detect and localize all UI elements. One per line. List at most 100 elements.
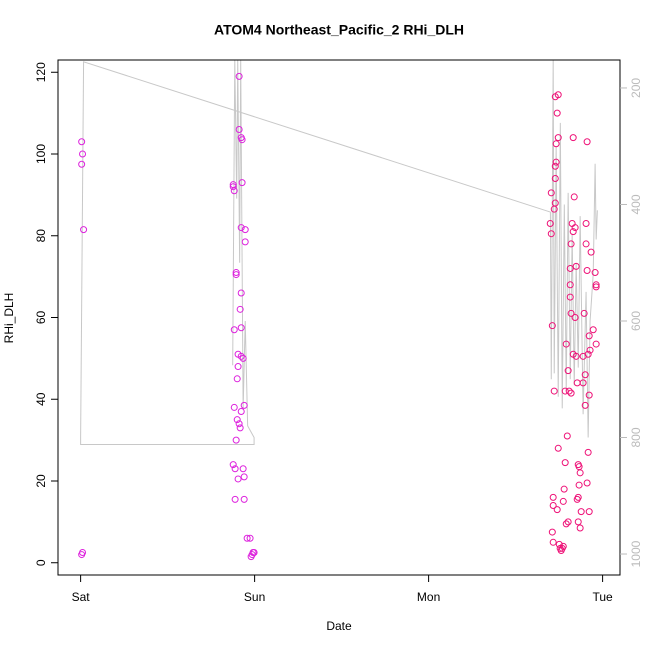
- y2-tick-label: 200: [629, 78, 643, 98]
- data-point: [237, 289, 245, 297]
- data-point: [566, 281, 574, 289]
- data-point: [230, 326, 238, 334]
- data-point: [583, 266, 591, 274]
- data-point: [579, 379, 587, 387]
- data-point: [591, 269, 599, 277]
- data-point: [562, 340, 570, 348]
- y-tick-label: 0: [34, 559, 48, 566]
- data-point: [589, 326, 597, 334]
- data-point: [554, 134, 562, 142]
- y-tick-label: 80: [34, 229, 48, 243]
- data-point: [567, 309, 575, 317]
- data-point: [566, 293, 574, 301]
- data-point: [229, 183, 237, 191]
- data-point: [233, 416, 241, 424]
- data-point: [574, 518, 582, 526]
- y2-tick-label: 400: [629, 194, 643, 214]
- data-point: [552, 140, 560, 148]
- data-point: [233, 375, 241, 383]
- data-point: [551, 175, 559, 183]
- data-point: [580, 309, 588, 317]
- data-point: [237, 324, 245, 332]
- data-point: [560, 485, 568, 493]
- data-point: [232, 269, 240, 277]
- data-point: [570, 193, 578, 201]
- data-point: [236, 424, 244, 432]
- data-point: [232, 271, 240, 279]
- data-point: [564, 367, 572, 375]
- data-point: [581, 401, 589, 409]
- data-point: [231, 465, 239, 473]
- data-point: [546, 219, 554, 227]
- data-point: [577, 508, 585, 516]
- data-point: [566, 264, 574, 272]
- data-point: [239, 465, 247, 473]
- data-point: [592, 283, 600, 291]
- data-point: [549, 502, 557, 510]
- data-point: [585, 332, 593, 340]
- data-point: [582, 219, 590, 227]
- data-point: [573, 495, 581, 503]
- data-point: [550, 387, 558, 395]
- data-point: [243, 534, 251, 542]
- data-point: [585, 391, 593, 399]
- data-point: [554, 91, 562, 99]
- data-point: [592, 340, 600, 348]
- data-point: [592, 281, 600, 289]
- data-point: [571, 224, 579, 232]
- data-point: [569, 134, 577, 142]
- data-point: [561, 459, 569, 467]
- data-point: [230, 403, 238, 411]
- data-point: [239, 354, 247, 362]
- chart-title: ATOM4 Northeast_Pacific_2 RHi_DLH: [214, 22, 464, 38]
- data-point: [79, 150, 87, 158]
- y-tick-label: 100: [34, 144, 48, 164]
- data-point: [552, 158, 560, 166]
- data-point: [564, 518, 572, 526]
- data-point: [565, 387, 573, 395]
- y2-tick-label: 1000: [629, 540, 643, 567]
- data-point: [547, 230, 555, 238]
- data-point: [554, 444, 562, 452]
- data-point: [240, 473, 248, 481]
- data-point: [562, 520, 570, 528]
- x-tick-label: Sun: [244, 590, 265, 604]
- data-point: [559, 542, 567, 550]
- data-point: [238, 136, 246, 144]
- data-point: [79, 549, 87, 557]
- data-point: [237, 408, 245, 416]
- data-point: [237, 352, 245, 360]
- data-point: [238, 179, 246, 187]
- data-point: [229, 461, 237, 469]
- data-point: [572, 352, 580, 360]
- data-point: [571, 314, 579, 321]
- data-point: [240, 495, 248, 503]
- data-point: [234, 475, 242, 483]
- data-point: [551, 199, 559, 207]
- data-point: [576, 469, 584, 477]
- data-point: [232, 436, 240, 444]
- y-tick-label: 40: [34, 392, 48, 406]
- data-point: [235, 125, 243, 133]
- plot-area: [78, 60, 600, 561]
- data-point: [250, 549, 258, 557]
- data-point: [548, 322, 556, 330]
- data-point: [235, 420, 243, 428]
- data-point: [548, 528, 556, 536]
- data-point: [553, 109, 561, 117]
- data-point: [241, 238, 249, 246]
- data-point: [547, 189, 555, 197]
- x-axis-label: Date: [326, 619, 352, 633]
- data-point: [561, 387, 569, 395]
- y2-tick-label: 600: [629, 311, 643, 331]
- data-point: [551, 162, 559, 170]
- data-point: [240, 401, 248, 409]
- data-point: [586, 346, 594, 354]
- data-point: [80, 226, 88, 234]
- data-point: [234, 363, 242, 371]
- data-point: [563, 432, 571, 440]
- data-point: [237, 224, 245, 232]
- x-tick-label: Sat: [72, 590, 91, 604]
